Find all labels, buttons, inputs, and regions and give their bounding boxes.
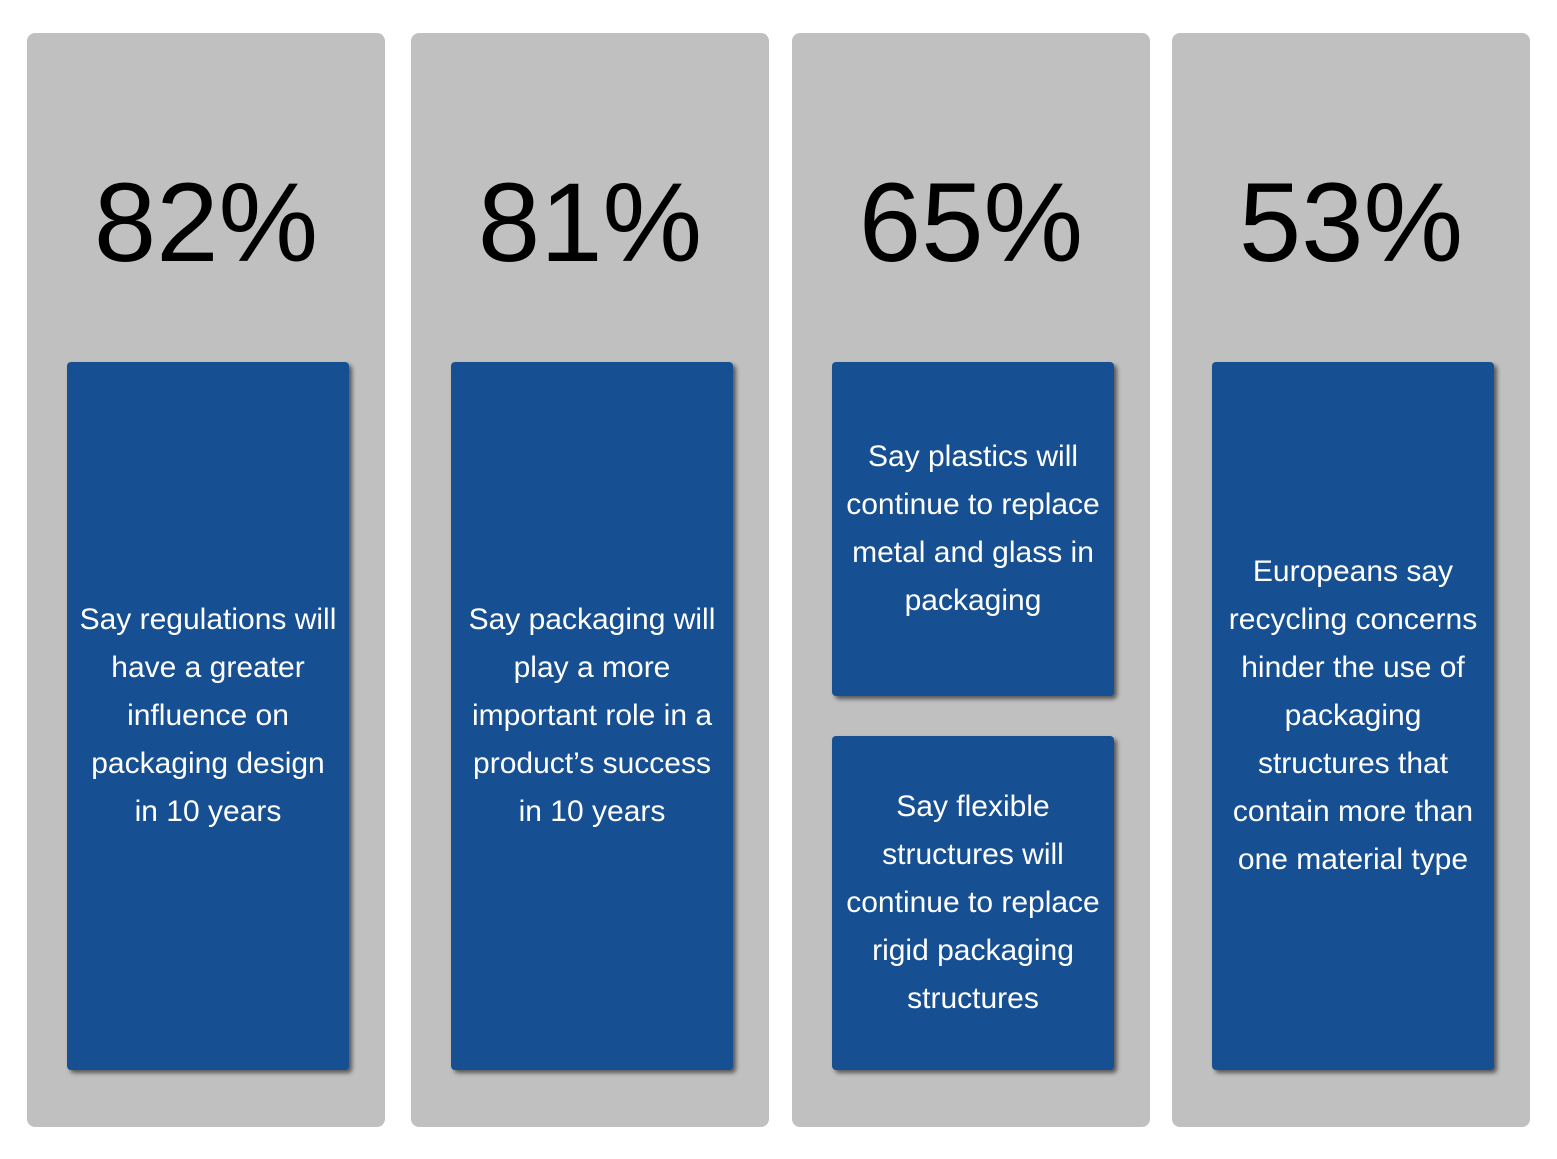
box-group: Say plastics will continue to replace me… <box>832 362 1114 1070</box>
stat-value: 65% <box>858 160 1084 285</box>
stat-panel: 81% Say packaging will play a more import… <box>411 33 769 1127</box>
stat-description: Europeans say recycling concerns hinder … <box>1212 362 1494 1070</box>
box-group: Europeans say recycling concerns hinder … <box>1212 362 1494 1070</box>
stat-description: Say plastics will continue to replace me… <box>832 362 1114 696</box>
stat-panel: 82% Say regulations will have a greater i… <box>27 33 385 1127</box>
stat-value: 82% <box>93 160 319 285</box>
stat-panel: 53% Europeans say recycling concerns hind… <box>1172 33 1530 1127</box>
stat-description: Say flexible structures will continue to… <box>832 736 1114 1070</box>
stat-value: 81% <box>477 160 703 285</box>
stat-description: Say regulations will have a greater infl… <box>67 362 349 1070</box>
stat-panel: 65% Say plastics will continue to replace… <box>792 33 1150 1127</box>
box-group: Say regulations will have a greater infl… <box>67 362 349 1070</box>
box-group: Say packaging will play a more important… <box>451 362 733 1070</box>
stat-description: Say packaging will play a more important… <box>451 362 733 1070</box>
stat-value: 53% <box>1238 160 1464 285</box>
